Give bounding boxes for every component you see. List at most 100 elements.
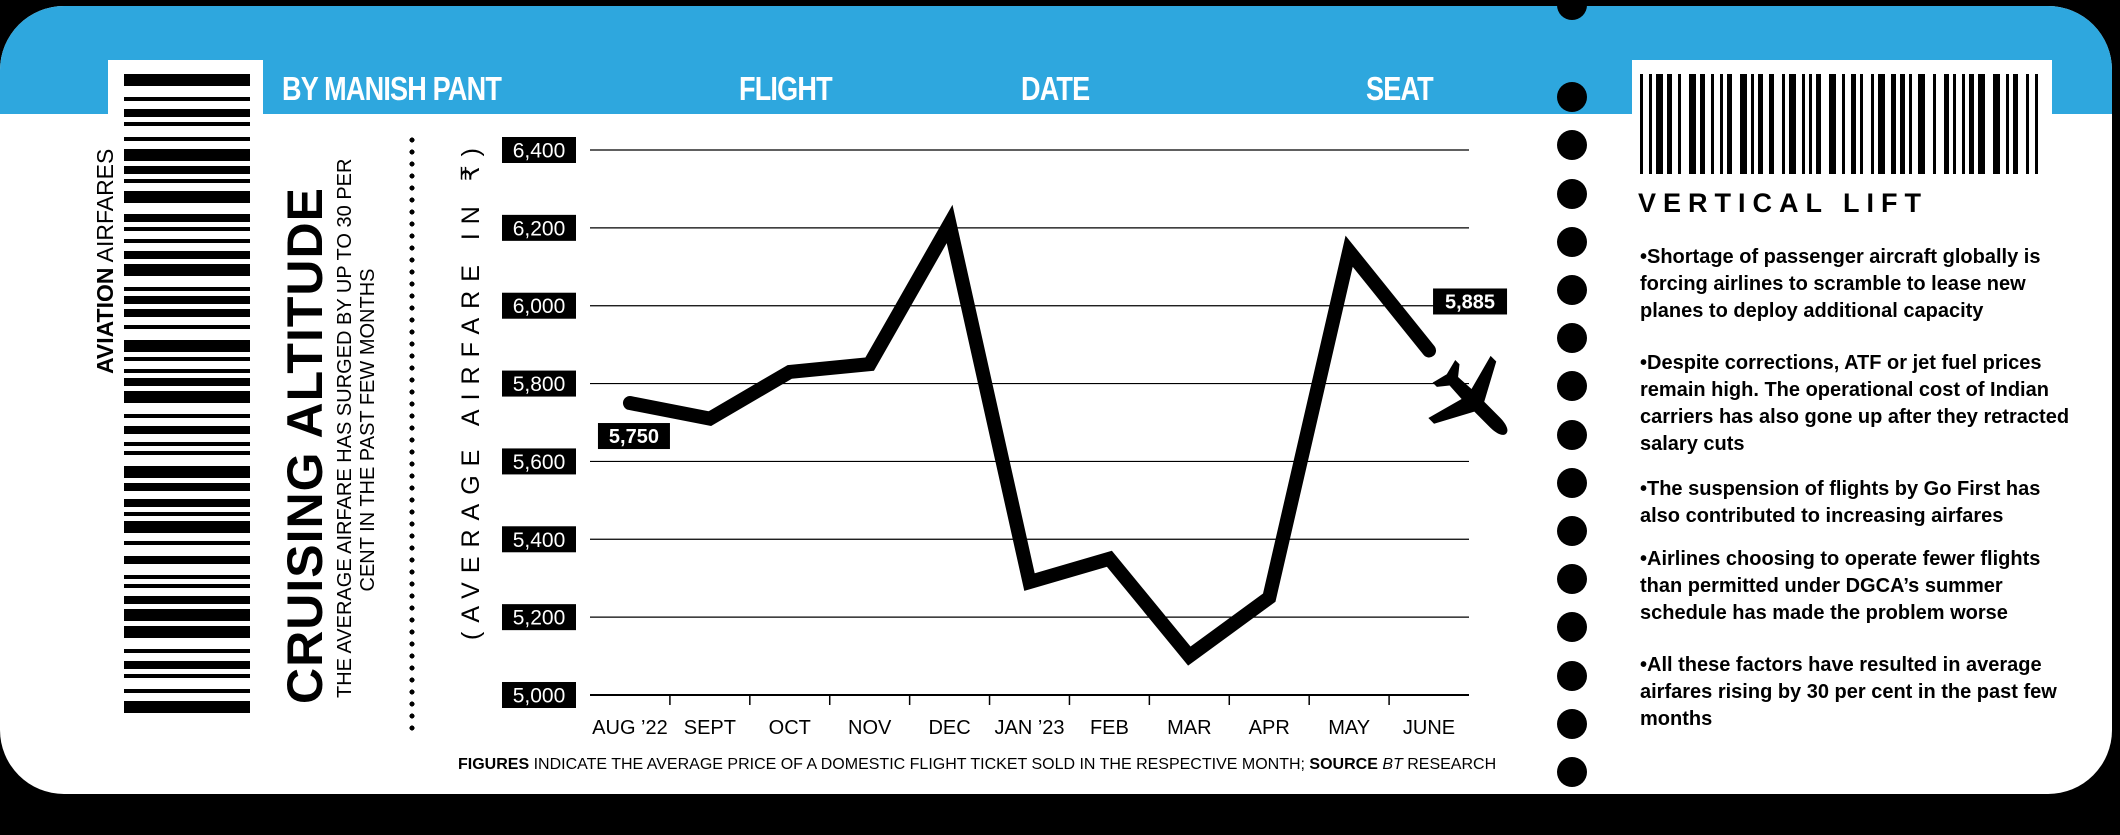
flight-label: FLIGHT bbox=[739, 70, 833, 107]
barcode-bar bbox=[124, 483, 250, 491]
barcode-bar bbox=[1909, 74, 1912, 174]
barcode-bar bbox=[124, 179, 250, 183]
barcode-bar bbox=[1689, 74, 1696, 174]
perforation-hole bbox=[1557, 419, 1587, 450]
y-tick-label: 5,000 bbox=[513, 685, 566, 708]
barcode-bar bbox=[124, 309, 250, 317]
dotted-divider bbox=[409, 134, 415, 736]
barcode-bar bbox=[1891, 74, 1896, 174]
y-tick-box bbox=[502, 137, 576, 163]
x-tick-label: DEC bbox=[928, 717, 970, 739]
barcode-bar bbox=[1758, 74, 1763, 174]
barcode-bar bbox=[124, 357, 250, 361]
x-tick-label: NOV bbox=[848, 717, 892, 739]
barcode-bar bbox=[1900, 74, 1905, 174]
barcode-bar bbox=[124, 541, 250, 545]
y-tick-label: 6,000 bbox=[513, 295, 566, 318]
perforation-hole bbox=[1557, 805, 1587, 835]
stub-barcode-icon bbox=[1640, 74, 2038, 174]
data-point bbox=[706, 415, 713, 422]
barcode-bar bbox=[1918, 74, 1925, 174]
barcode-bar bbox=[124, 137, 250, 141]
barcode-bar bbox=[1769, 74, 1774, 174]
barcode-bar bbox=[1829, 74, 1836, 174]
y-tick-label: 6,400 bbox=[513, 140, 566, 163]
x-tick-label: FEB bbox=[1090, 717, 1129, 739]
footnote-source-text: RESEARCH bbox=[1402, 756, 1497, 773]
barcode-bar bbox=[1711, 74, 1714, 174]
series-line bbox=[622, 204, 1437, 666]
footnote-figures-text: INDICATE THE AVERAGE PRICE OF A DOMESTIC… bbox=[529, 756, 1310, 773]
barcode-bar bbox=[1851, 74, 1856, 174]
barcode-bar bbox=[1816, 74, 1821, 174]
data-point bbox=[1346, 248, 1353, 255]
data-label: 5,750 bbox=[609, 426, 659, 448]
barcode-bar bbox=[1667, 74, 1672, 174]
barcode-bar bbox=[1944, 74, 1949, 174]
barcode-bar bbox=[1871, 74, 1874, 174]
stub-title: VERTICAL LIFT bbox=[1638, 188, 1928, 218]
barcode-bar bbox=[1933, 74, 1936, 174]
perforation-hole bbox=[1557, 323, 1587, 354]
barcode-bar bbox=[1678, 74, 1681, 174]
x-tick-label: MAY bbox=[1328, 717, 1370, 739]
barcode-bar bbox=[2006, 74, 2009, 174]
y-tick-box bbox=[502, 370, 576, 397]
barcode-bar bbox=[124, 701, 250, 713]
data-point bbox=[626, 400, 633, 407]
date-label: DATE bbox=[1021, 70, 1090, 107]
data-point bbox=[866, 361, 873, 368]
seat-label: SEAT bbox=[1366, 70, 1434, 107]
barcode-bar bbox=[124, 512, 250, 516]
barcode-bar bbox=[124, 74, 250, 86]
barcode-bar bbox=[1953, 74, 1956, 174]
perforation-hole bbox=[1557, 178, 1587, 209]
perforation-hole bbox=[1557, 612, 1587, 643]
perforation-hole bbox=[1557, 516, 1587, 546]
barcode-bar bbox=[1740, 74, 1747, 174]
barcode-bar bbox=[124, 369, 250, 373]
barcode-bar bbox=[124, 109, 250, 117]
barcode-bar bbox=[1962, 74, 1965, 174]
bullet-item: •All these factors have resulted in aver… bbox=[1640, 654, 2057, 730]
barcode-bar bbox=[124, 378, 250, 386]
boarding-pass-graphic: BY MANISH PANT FLIGHT DATE SEAT AVIATION… bbox=[0, 6, 2112, 794]
barcode-bar bbox=[1878, 74, 1885, 174]
airplane-shape bbox=[1428, 355, 1508, 435]
perforation-hole bbox=[1557, 275, 1587, 305]
barcode-bar bbox=[124, 609, 250, 621]
data-point bbox=[1106, 555, 1113, 562]
perforation-hole bbox=[1557, 708, 1587, 739]
chart: 5,000 5,200 5,400 5,600 5,800 6,000 6,200 6,400… bbox=[502, 137, 1508, 739]
footnote-figures-bold: FIGURES bbox=[458, 756, 530, 773]
barcode-bar bbox=[1720, 74, 1723, 174]
barcode-bar bbox=[1969, 74, 1974, 174]
y-tick-label: 5,200 bbox=[513, 607, 566, 630]
data-label-box bbox=[597, 423, 670, 450]
x-tick-label: JAN ’23 bbox=[994, 717, 1064, 739]
y-tick-box bbox=[502, 526, 576, 553]
barcode-bar bbox=[124, 264, 250, 276]
barcode-bar bbox=[124, 584, 250, 588]
perforation-hole bbox=[1557, 130, 1587, 161]
barcode-bar bbox=[124, 251, 250, 259]
data-point bbox=[1426, 347, 1433, 354]
x-tick-label: SEPT bbox=[684, 717, 736, 739]
barcode-bar bbox=[124, 596, 250, 604]
barcode-bar bbox=[124, 122, 250, 126]
y-tick-label: 5,800 bbox=[513, 373, 566, 396]
barcode-bar bbox=[124, 521, 250, 533]
barcode-bar bbox=[124, 340, 250, 352]
data-point bbox=[946, 220, 953, 227]
barcode-bar bbox=[124, 325, 250, 329]
barcode-bar bbox=[1978, 74, 1985, 174]
barcode-bar bbox=[2035, 74, 2038, 174]
barcode-bar bbox=[124, 191, 250, 203]
barcode-bar bbox=[1656, 74, 1663, 174]
barcode-bar bbox=[124, 296, 250, 304]
data-point bbox=[786, 368, 793, 375]
barcode-bar bbox=[1860, 74, 1863, 174]
barcode-bar bbox=[124, 451, 250, 455]
airplane-icon bbox=[1428, 355, 1508, 435]
barcode-bar bbox=[124, 239, 250, 243]
